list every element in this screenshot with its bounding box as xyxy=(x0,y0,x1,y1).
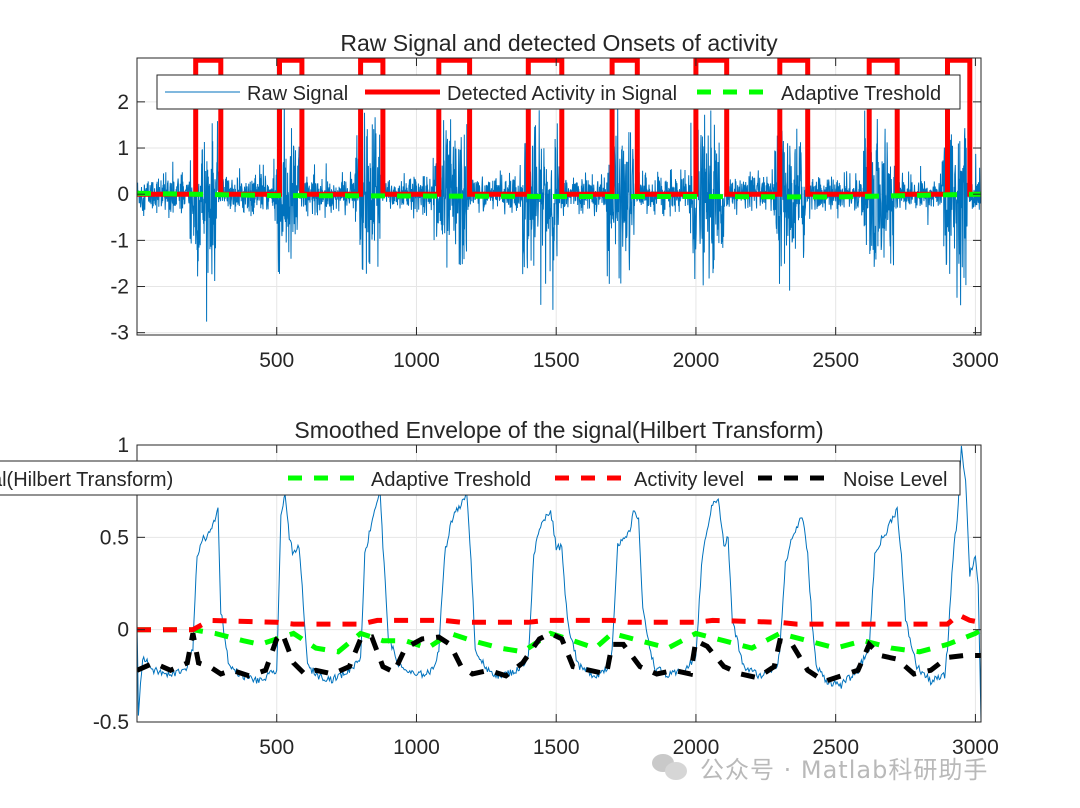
x-tick-label: 1500 xyxy=(533,349,580,372)
series-line-3 xyxy=(137,611,981,633)
y-tick-label: 1 xyxy=(117,434,129,457)
x-tick-label: 2000 xyxy=(673,736,720,759)
legend-label: Detected Activity in Signal xyxy=(447,83,677,105)
series-line-1 xyxy=(137,87,981,322)
legend-label: Raw Signal xyxy=(247,83,348,105)
y-tick-label: 1 xyxy=(117,137,129,160)
series-line-4 xyxy=(137,628,981,685)
watermark: 公众号 · Matlab科研助手 xyxy=(652,750,988,784)
y-tick-label: -2 xyxy=(110,276,129,299)
plot-area xyxy=(137,445,981,722)
x-tick-label: 500 xyxy=(259,736,294,759)
y-tick-label: 2 xyxy=(117,91,129,114)
x-tick-label: 3000 xyxy=(952,349,999,372)
legend-box xyxy=(156,74,961,110)
legend: Smoothed Envelope of the signal(Hilbert … xyxy=(0,460,961,496)
x-tick-label: 3000 xyxy=(952,736,999,759)
x-tick-label: 2500 xyxy=(812,736,859,759)
series-line-3 xyxy=(137,190,981,200)
legend-label: Smoothed Envelope of the signal(Hilbert … xyxy=(0,469,173,491)
x-tick-label: 1000 xyxy=(393,736,440,759)
watermark-text: 公众号 · Matlab科研助手 xyxy=(700,755,989,784)
legend-label: Adaptive Treshold xyxy=(781,83,941,105)
axes-box xyxy=(136,57,982,336)
wechat-icon xyxy=(652,752,688,782)
series-line-1 xyxy=(137,445,981,722)
legend-label: Adaptive Treshold xyxy=(371,469,531,491)
y-tick-label: 0 xyxy=(117,619,129,642)
y-tick-label: 0 xyxy=(117,183,129,206)
y-tick-label: -1 xyxy=(110,229,129,252)
chart-title: Smoothed Envelope of the signal(Hilbert … xyxy=(294,417,823,443)
y-tick-label: 0.5 xyxy=(100,526,129,549)
chart-2: 500 1000 1500 2000 2500 3000 -0.5 0 0.5 1 Smoothed… xyxy=(0,417,999,759)
y-tick-label: -3 xyxy=(110,322,129,345)
legend-box xyxy=(0,460,961,496)
x-tick-label: 500 xyxy=(259,349,294,372)
x-tick-label: 1500 xyxy=(533,736,580,759)
chart-title: Raw Signal and detected Onsets of activi… xyxy=(340,30,778,56)
x-tick-label: 2500 xyxy=(812,349,859,372)
legend: Raw Signal Detected Activity in Signal Ada… xyxy=(156,74,961,110)
plot-area xyxy=(137,58,981,322)
x-tick-label: 2000 xyxy=(673,349,720,372)
series-line-2 xyxy=(137,627,981,655)
legend-label: Activity level xyxy=(634,469,744,491)
axes-box xyxy=(136,444,982,723)
legend-label: Noise Level xyxy=(843,469,948,491)
chart-1: 500 1000 1500 2000 2500 3000 -3 -2 -1 0 1 2 Raw Sign… xyxy=(110,30,998,372)
y-tick-label: -0.5 xyxy=(93,711,129,734)
x-tick-label: 1000 xyxy=(393,349,440,372)
